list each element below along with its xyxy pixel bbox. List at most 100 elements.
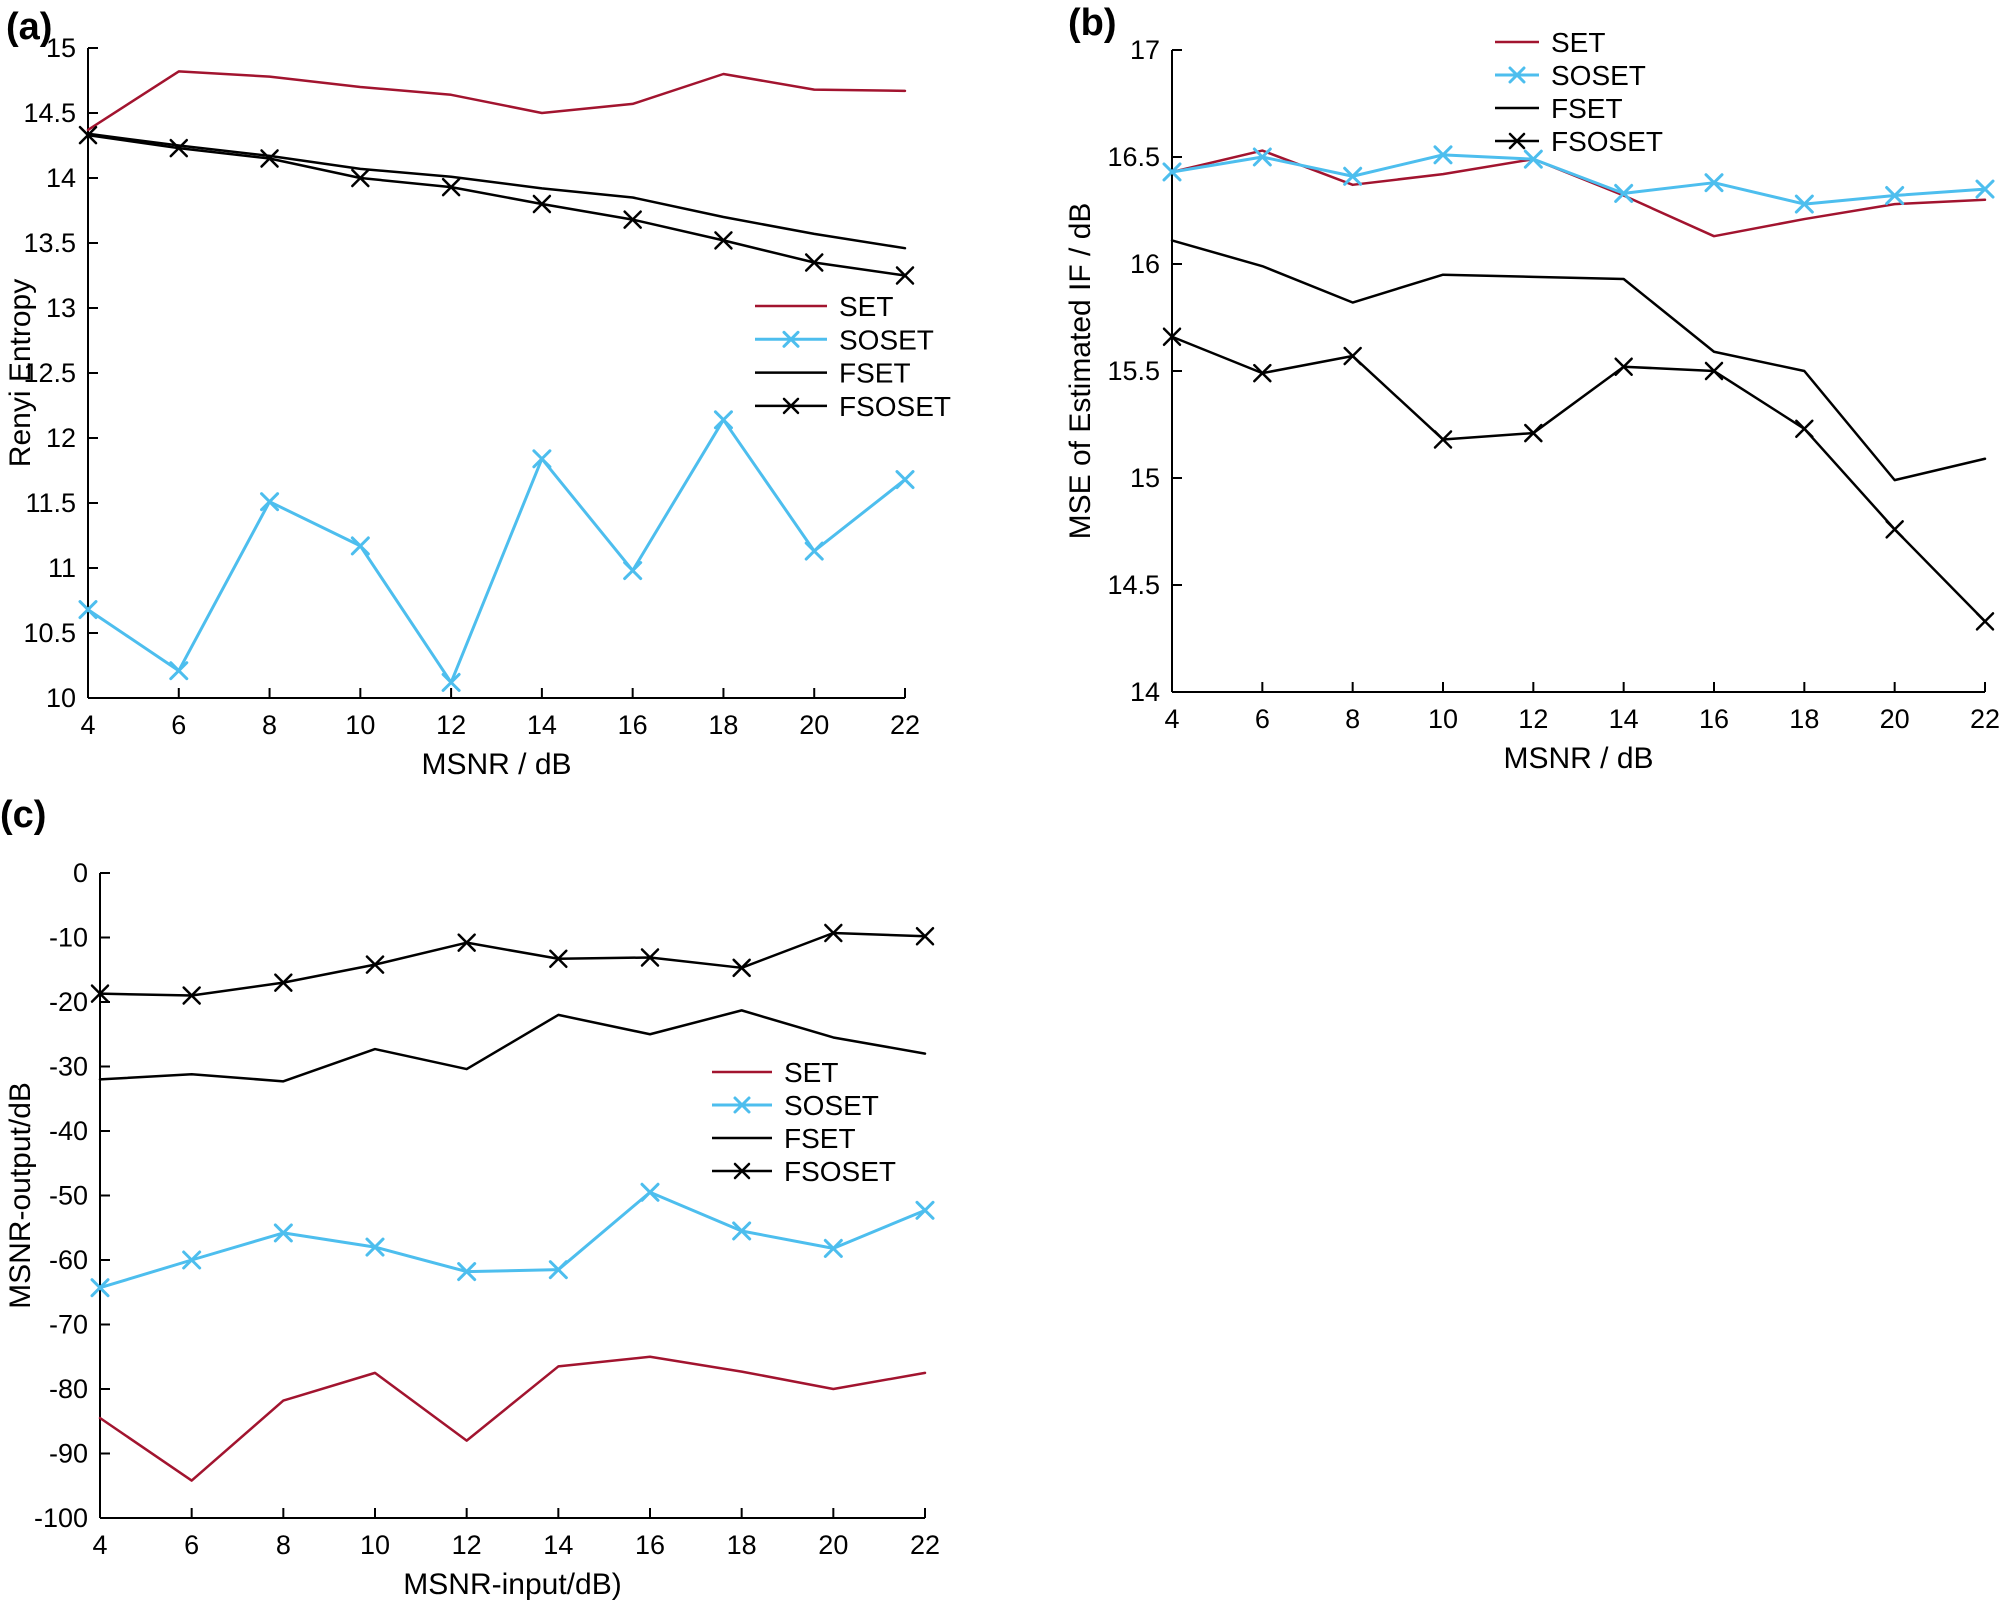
series-FSOSET-marker bbox=[824, 923, 843, 943]
legend-marker-FSOSET bbox=[782, 397, 800, 415]
panel-letter-c: (c) bbox=[0, 794, 47, 836]
series-SOSET bbox=[90, 1182, 935, 1298]
series-SOSET-marker bbox=[1252, 147, 1272, 167]
y-tick-label: 14.5 bbox=[23, 98, 76, 128]
x-axis-label: MSNR / dB bbox=[421, 748, 571, 781]
y-tick-label: 0 bbox=[73, 858, 88, 888]
y-tick-label: 15.5 bbox=[1107, 356, 1160, 386]
y-tick-label: 14 bbox=[46, 163, 76, 193]
x-tick-label: 16 bbox=[618, 710, 648, 740]
series-FSOSET bbox=[1162, 327, 1995, 631]
y-tick-label: -50 bbox=[49, 1181, 88, 1211]
series-FSOSET-marker bbox=[640, 948, 660, 967]
y-tick-label: 12.5 bbox=[23, 358, 76, 388]
series-FSOSET-line bbox=[98, 931, 927, 997]
series-FSOSET-marker bbox=[1885, 520, 1904, 539]
series-FSOSET-line bbox=[1170, 335, 1987, 623]
series-SOSET-marker bbox=[532, 449, 552, 469]
x-tick-label: 4 bbox=[1164, 704, 1179, 734]
series-FSOSET-marker bbox=[78, 125, 98, 145]
series-SOSET-marker bbox=[1343, 166, 1363, 186]
y-tick-label: 11 bbox=[48, 553, 76, 583]
series-FSOSET-marker bbox=[260, 149, 279, 168]
x-tick-label: 10 bbox=[360, 1530, 390, 1560]
y-tick-label: 13 bbox=[46, 293, 76, 323]
y-tick-label: -100 bbox=[34, 1503, 88, 1533]
series-FSET bbox=[86, 132, 907, 250]
series-FSOSET-marker bbox=[714, 231, 733, 250]
series-FSOSET-marker bbox=[182, 986, 201, 1005]
x-tick-label: 8 bbox=[276, 1530, 291, 1560]
y-tick-label: 14 bbox=[1130, 677, 1160, 707]
series-FSET-line bbox=[1170, 239, 1987, 482]
y-tick-label: 10.5 bbox=[23, 618, 76, 648]
legend-label-SET: SET bbox=[1551, 27, 1605, 58]
axes-a: 4 6 8 10 12 14 16 18 20 22 10 10.5 11 11.5 12 12.5 13 13.… bbox=[23, 33, 920, 740]
series-SOSET-marker bbox=[182, 1250, 202, 1270]
series-SOSET-marker bbox=[895, 470, 915, 490]
legend-label-FSET: FSET bbox=[1551, 93, 1623, 124]
panel-letter-b: (b) bbox=[1068, 2, 1117, 44]
x-tick-label: 12 bbox=[1518, 704, 1548, 734]
y-tick-label: 15 bbox=[1130, 463, 1160, 493]
y-tick-label: -70 bbox=[49, 1310, 88, 1340]
x-tick-label: 16 bbox=[1699, 704, 1729, 734]
y-tick-label: 12 bbox=[46, 423, 76, 453]
axes-b: 4 6 8 10 12 14 16 18 20 22 14 14.5 15 15.5 16 16.5 17 bbox=[1107, 35, 2000, 734]
x-tick-label: 20 bbox=[799, 710, 829, 740]
x-tick-label: 22 bbox=[1970, 704, 2000, 734]
chart-panel-b: 4 6 8 10 12 14 16 18 20 22 14 14.5 15 15.5 16 16.5 17 MSN… bbox=[1000, 0, 2008, 790]
series-SOSET-marker bbox=[713, 410, 733, 430]
series-SOSET-marker bbox=[260, 492, 280, 512]
series-SOSET-line bbox=[1170, 153, 1987, 206]
x-tick-label: 6 bbox=[1255, 704, 1270, 734]
series-SOSET-marker bbox=[350, 536, 370, 556]
series-SOSET-marker bbox=[548, 1260, 568, 1280]
x-tick-label: 22 bbox=[890, 710, 920, 740]
panel-letter-a: (a) bbox=[6, 6, 53, 48]
chart-panel-c: 4 6 8 10 12 14 16 18 20 22 -100 -90 -80 -70 -60 -50 -40-… bbox=[0, 790, 1010, 1608]
series-FSET-line bbox=[98, 1009, 927, 1083]
series-FSOSET-marker bbox=[351, 168, 370, 188]
y-tick-label: -20 bbox=[49, 987, 88, 1017]
x-tick-label: 16 bbox=[635, 1530, 665, 1560]
y-tick-label: 11.5 bbox=[25, 488, 76, 518]
y-tick-label: -60 bbox=[49, 1245, 88, 1275]
chart-b-mse-estimated-if: 4 6 8 10 12 14 16 18 20 22 14 14.5 15 15.5 16 16.5 17 MSN… bbox=[1064, 27, 2000, 775]
series-FSET-line bbox=[86, 132, 907, 250]
y-tick-label: 13.5 bbox=[23, 228, 76, 258]
legend-label-SET: SET bbox=[784, 1057, 838, 1088]
series-FSOSET-marker bbox=[804, 253, 824, 272]
series-SOSET-marker bbox=[1975, 179, 1995, 199]
x-tick-label: 18 bbox=[727, 1530, 757, 1560]
y-tick-label: 14.5 bbox=[1107, 570, 1160, 600]
legend-label-SOSET: SOSET bbox=[1551, 60, 1646, 91]
y-tick-label: 10 bbox=[46, 683, 76, 713]
series-SOSET-marker bbox=[273, 1223, 293, 1243]
y-tick-label: -30 bbox=[49, 1052, 88, 1082]
series-SOSET-marker bbox=[1162, 162, 1182, 182]
legend-label-SOSET: SOSET bbox=[839, 324, 934, 355]
series-SOSET-marker bbox=[441, 672, 461, 692]
x-tick-label: 4 bbox=[80, 710, 95, 740]
series-SOSET-marker bbox=[1704, 173, 1724, 193]
x-tick-label: 8 bbox=[1345, 704, 1360, 734]
series-SOSET-marker bbox=[915, 1200, 935, 1220]
series-FSOSET-marker bbox=[895, 266, 915, 285]
series-FSOSET-marker bbox=[532, 194, 552, 214]
y-tick-label: -10 bbox=[49, 923, 88, 953]
x-tick-label: 10 bbox=[1428, 704, 1458, 734]
x-tick-label: 20 bbox=[818, 1530, 848, 1560]
legend-marker-FSOSET bbox=[1508, 132, 1526, 150]
y-tick-label: 15 bbox=[46, 33, 76, 63]
series-FSOSET-marker bbox=[1343, 346, 1362, 366]
x-tick-label: 8 bbox=[262, 710, 277, 740]
series-SOSET-marker bbox=[1885, 186, 1905, 206]
axes-c: 4 6 8 10 12 14 16 18 20 22-100-90-80-70-60-50-40-… bbox=[34, 858, 940, 1560]
y-axis-label: MSNR-output/dB bbox=[4, 1082, 37, 1309]
series-SOSET-marker bbox=[1433, 145, 1453, 165]
x-tick-label: 18 bbox=[1789, 704, 1819, 734]
series-SOSET-line bbox=[86, 418, 907, 684]
x-axis-label: MSNR-input/dB) bbox=[403, 1568, 621, 1601]
